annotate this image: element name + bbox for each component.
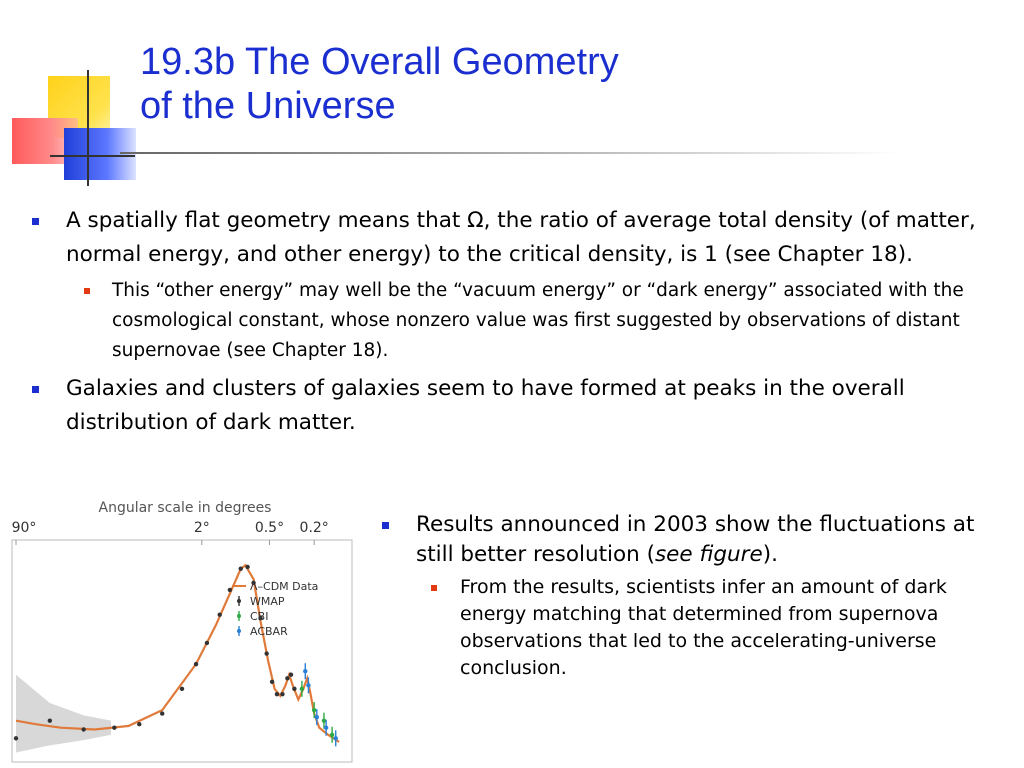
bullet-square-icon: [32, 386, 39, 393]
decor-vertical-line: [87, 70, 89, 186]
wmap-point: [292, 686, 297, 692]
wmap-point: [217, 612, 222, 617]
decor-short-line: [50, 155, 135, 157]
plot-frame: [11, 539, 353, 763]
wmap-point: [288, 672, 294, 677]
bullet-item: Results announced in 2003 show the fluct…: [378, 510, 998, 570]
x-tick-label: 90°: [12, 520, 37, 536]
see-figure-text: see figure: [654, 542, 763, 567]
acbar-point: [323, 725, 329, 730]
legend-swatch-point: [237, 599, 241, 603]
cosmic-variance-area: [16, 674, 111, 753]
data-points-group: [13, 564, 338, 747]
bullet-square-icon: [32, 218, 39, 225]
wmap-point: [179, 686, 185, 692]
slide-title: 19.3b The Overall Geometry of the Univer…: [140, 40, 900, 128]
chart-legend: Λ–CDM Data WMAP CBI ACBAR: [232, 580, 318, 638]
bullet-item: A spatially flat geometry means that Ω, …: [28, 204, 1000, 272]
sub-bullet-square-icon: [84, 288, 90, 294]
model-line-group: [15, 563, 340, 743]
legend-label: Λ–CDM Data: [250, 580, 318, 593]
cbi-point: [311, 707, 317, 713]
sub-bullet-text: From the results, scientists infer an am…: [460, 576, 947, 679]
legend-swatch-point: [237, 629, 241, 633]
right-column: Results announced in 2003 show the fluct…: [378, 510, 998, 682]
wmap-point: [274, 691, 280, 697]
wmap-point: [258, 616, 263, 621]
wmap-point: [193, 661, 199, 667]
sub-bullet-text: This “other energy” may well be the “vac…: [112, 280, 964, 361]
wmap-point: [245, 564, 250, 570]
wmap-point: [204, 640, 210, 646]
wmap-point: [251, 580, 256, 586]
acbar-point: [314, 714, 320, 720]
x-ticks: 90° 2° 0.5° 0.2°: [12, 520, 329, 545]
sub-bullet-square-icon: [431, 585, 437, 591]
wmap-point: [280, 691, 285, 697]
wmap-point: [13, 736, 19, 741]
legend-swatch-point: [237, 614, 241, 618]
lcdm-model-line: [15, 563, 340, 743]
bullet-list: A spatially flat geometry means that Ω, …: [28, 204, 1000, 444]
title-line-2: of the Universe: [140, 85, 396, 127]
cmb-power-spectrum-chart: Angular scale in degrees 90° 2° 0.5° 0.2° Λ…: [10, 494, 360, 766]
bullet-text: Galaxies and clusters of galaxies seem t…: [66, 376, 905, 435]
decor-blue-square: [64, 128, 136, 180]
wmap-point: [47, 718, 53, 723]
wmap-point: [137, 722, 142, 727]
x-tick-label: 2°: [194, 520, 210, 536]
wmap-point: [160, 711, 165, 716]
sub-bullet-item: This “other energy” may well be the “vac…: [80, 276, 1000, 366]
bullet-square-icon: [382, 522, 389, 529]
wmap-point: [264, 651, 269, 656]
wmap-point: [227, 587, 233, 593]
cosmic-variance-band: [16, 674, 111, 753]
legend-label: WMAP: [250, 595, 285, 608]
x-tick-label: 0.2°: [300, 520, 329, 536]
legend-label: CBI: [250, 610, 268, 623]
chart-svg: Angular scale in degrees 90° 2° 0.5° 0.2° Λ…: [10, 494, 360, 766]
bullet-item: Galaxies and clusters of galaxies seem t…: [28, 372, 1000, 440]
cbi-point: [299, 686, 305, 692]
acbar-point: [303, 669, 308, 674]
cbi-point: [321, 718, 327, 723]
x-tick-label: 0.5°: [255, 520, 284, 536]
wmap-point: [81, 727, 86, 732]
bullet-text: A spatially flat geometry means that Ω, …: [66, 208, 976, 267]
wmap-point: [285, 676, 290, 681]
legend-label: ACBAR: [250, 625, 288, 638]
title-line-1: 19.3b The Overall Geometry: [140, 41, 619, 83]
acbar-point: [306, 683, 311, 688]
title-underline: [120, 152, 900, 154]
bullet-text-after: ).: [762, 542, 778, 567]
wmap-point: [238, 566, 243, 571]
wmap-point: [269, 679, 275, 684]
acbar-point: [333, 736, 338, 741]
sub-bullet-item: From the results, scientists infer an am…: [426, 574, 998, 682]
wmap-point: [112, 725, 117, 730]
cbi-point: [329, 732, 335, 737]
chart-title: Angular scale in degrees: [99, 500, 272, 516]
bullet-text-before: Results announced in 2003 show the fluct…: [416, 512, 975, 567]
